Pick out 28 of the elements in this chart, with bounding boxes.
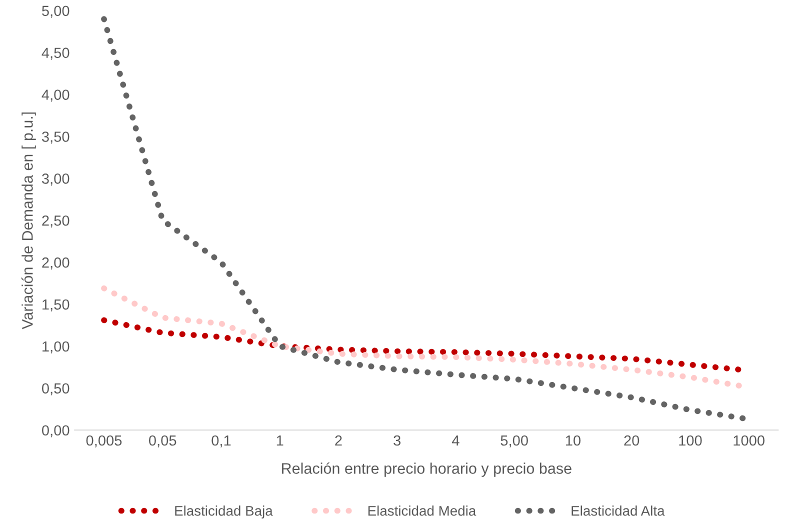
y-tick-label: 2,00 <box>42 257 70 270</box>
y-tick-label: 2,50 <box>42 215 70 228</box>
x-tick-label: 10 <box>566 435 580 446</box>
y-tick-label: 4,00 <box>42 90 70 102</box>
y-tick-label: 0,00 <box>42 425 70 438</box>
x-tick-label: 0,005 <box>86 435 122 448</box>
legend-label: Elasticidad Alta <box>572 506 665 516</box>
x-tick-label: 1 <box>276 436 284 446</box>
x-tick-label: 20 <box>624 435 640 446</box>
x-tick-label: 4 <box>452 436 460 446</box>
x-tick-label: 0,05 <box>148 435 176 448</box>
y-tick-label: 4,50 <box>42 48 70 60</box>
y-tick-label: 1,00 <box>42 341 70 354</box>
y-tick-label: 3,00 <box>42 174 70 186</box>
x-tick-label: 2 <box>335 435 342 446</box>
x-tick-label: 5,00 <box>500 435 528 448</box>
y-tick-label: 0,50 <box>42 383 70 396</box>
legend-label: Elasticidad Media <box>368 506 476 516</box>
x-tick-label: 3 <box>394 435 401 446</box>
x-tick-label: 0,1 <box>212 435 231 448</box>
y-tick-label: 5,00 <box>42 6 70 18</box>
x-axis-title: Relación entre precio horario y precio base <box>282 462 572 477</box>
legend-label: Elasticidad Baja <box>175 506 273 518</box>
x-tick-label: 100 <box>679 435 702 446</box>
y-axis-title: Variación de Demanda en [ p.u.] <box>21 112 36 330</box>
x-tick-label: 1000 <box>734 435 764 446</box>
y-tick-label: 1,50 <box>42 299 70 312</box>
y-tick-label: 3,50 <box>42 132 70 144</box>
